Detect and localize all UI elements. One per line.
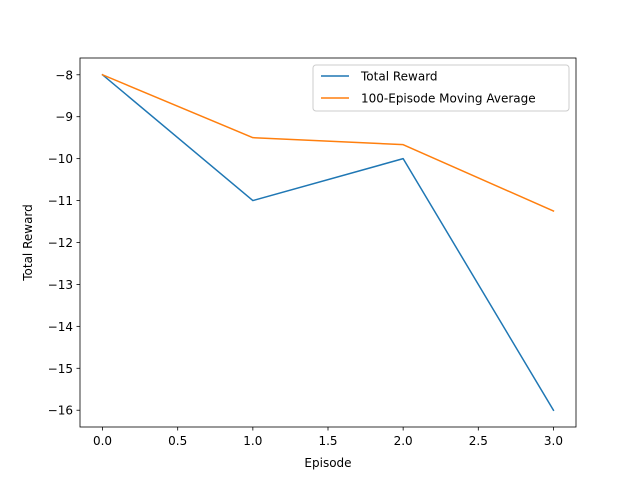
x-tick-label: 1.5	[318, 434, 337, 448]
x-tick-label: 2.0	[394, 434, 413, 448]
y-tick-label: −11	[48, 194, 73, 208]
x-axis-ticks: 0.0 0.5 1.0 1.5 2.0 2.5 3.0	[93, 427, 563, 448]
x-tick-label: 1.0	[243, 434, 262, 448]
y-tick-label: −8	[55, 68, 73, 82]
x-tick-label: 0.5	[168, 434, 187, 448]
y-tick-label: −12	[48, 236, 73, 250]
y-axis-label: Total Reward	[21, 204, 35, 282]
series-line-total-reward	[101, 73, 555, 412]
y-tick-label: −16	[48, 404, 73, 418]
x-tick-label: 0.0	[93, 434, 112, 448]
y-tick-label: −10	[48, 152, 73, 166]
legend-box	[312, 64, 570, 112]
y-tick-label: −13	[48, 278, 73, 292]
series-layer	[101, 73, 555, 412]
y-tick-label: −15	[48, 362, 73, 376]
x-axis-label: Episode	[304, 456, 351, 470]
y-tick-label: −14	[48, 320, 73, 334]
legend-label-total-reward: Total Reward	[360, 70, 438, 84]
legend-label-moving-average: 100-Episode Moving Average	[361, 92, 536, 106]
x-tick-label: 3.0	[544, 434, 563, 448]
y-axis-ticks: −8 −9 −10 −11 −12 −13 −14 −15 −16	[48, 68, 80, 418]
x-tick-label: 2.5	[469, 434, 488, 448]
y-tick-label: −9	[55, 110, 73, 124]
legend: Total Reward 100-Episode Moving Average	[312, 64, 570, 112]
series-line-moving-average	[101, 73, 555, 213]
